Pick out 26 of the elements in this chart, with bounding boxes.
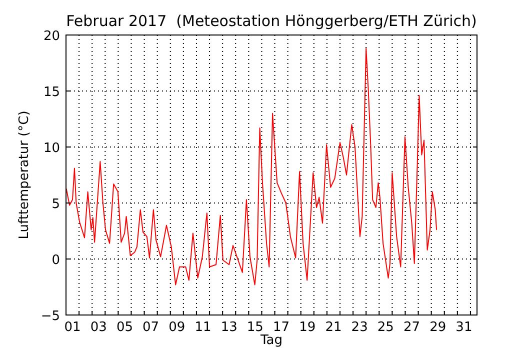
line-series <box>66 48 438 286</box>
x-tick-label: 29 <box>430 320 446 335</box>
y-tick-label: 20 <box>43 29 60 44</box>
x-tick-label: 05 <box>116 320 133 335</box>
y-tick-label: 15 <box>43 85 60 100</box>
x-tick-label: 19 <box>299 320 316 335</box>
x-tick-label: 07 <box>142 320 160 335</box>
x-tick-label: 01 <box>64 320 81 335</box>
x-tick-label: 03 <box>90 320 107 335</box>
x-tick-label: 27 <box>403 320 420 335</box>
x-tick-label: 23 <box>351 320 368 335</box>
x-tick-label: 11 <box>194 320 212 335</box>
x-tick-label: 13 <box>220 320 238 335</box>
y-axis-title: Lufttemperatur (°C) <box>17 110 32 240</box>
x-tick-label: 09 <box>168 320 186 335</box>
chart-title: Februar 2017 (Meteostation Hönggerberg/ETH Zürich) <box>66 12 477 30</box>
x-tick-label: 25 <box>377 320 394 335</box>
x-tick-label: 21 <box>325 320 342 335</box>
x-axis-title: Tag <box>259 333 283 348</box>
y-tick-label: 5 <box>52 197 60 212</box>
x-tick-label: 17 <box>273 320 290 335</box>
x-tick-label: 31 <box>456 320 472 335</box>
x-tick-label: 15 <box>246 320 264 335</box>
y-tick-label: 10 <box>43 141 60 156</box>
y-tick-label: 0 <box>52 253 60 268</box>
y-tick-label: −5 <box>40 309 60 324</box>
